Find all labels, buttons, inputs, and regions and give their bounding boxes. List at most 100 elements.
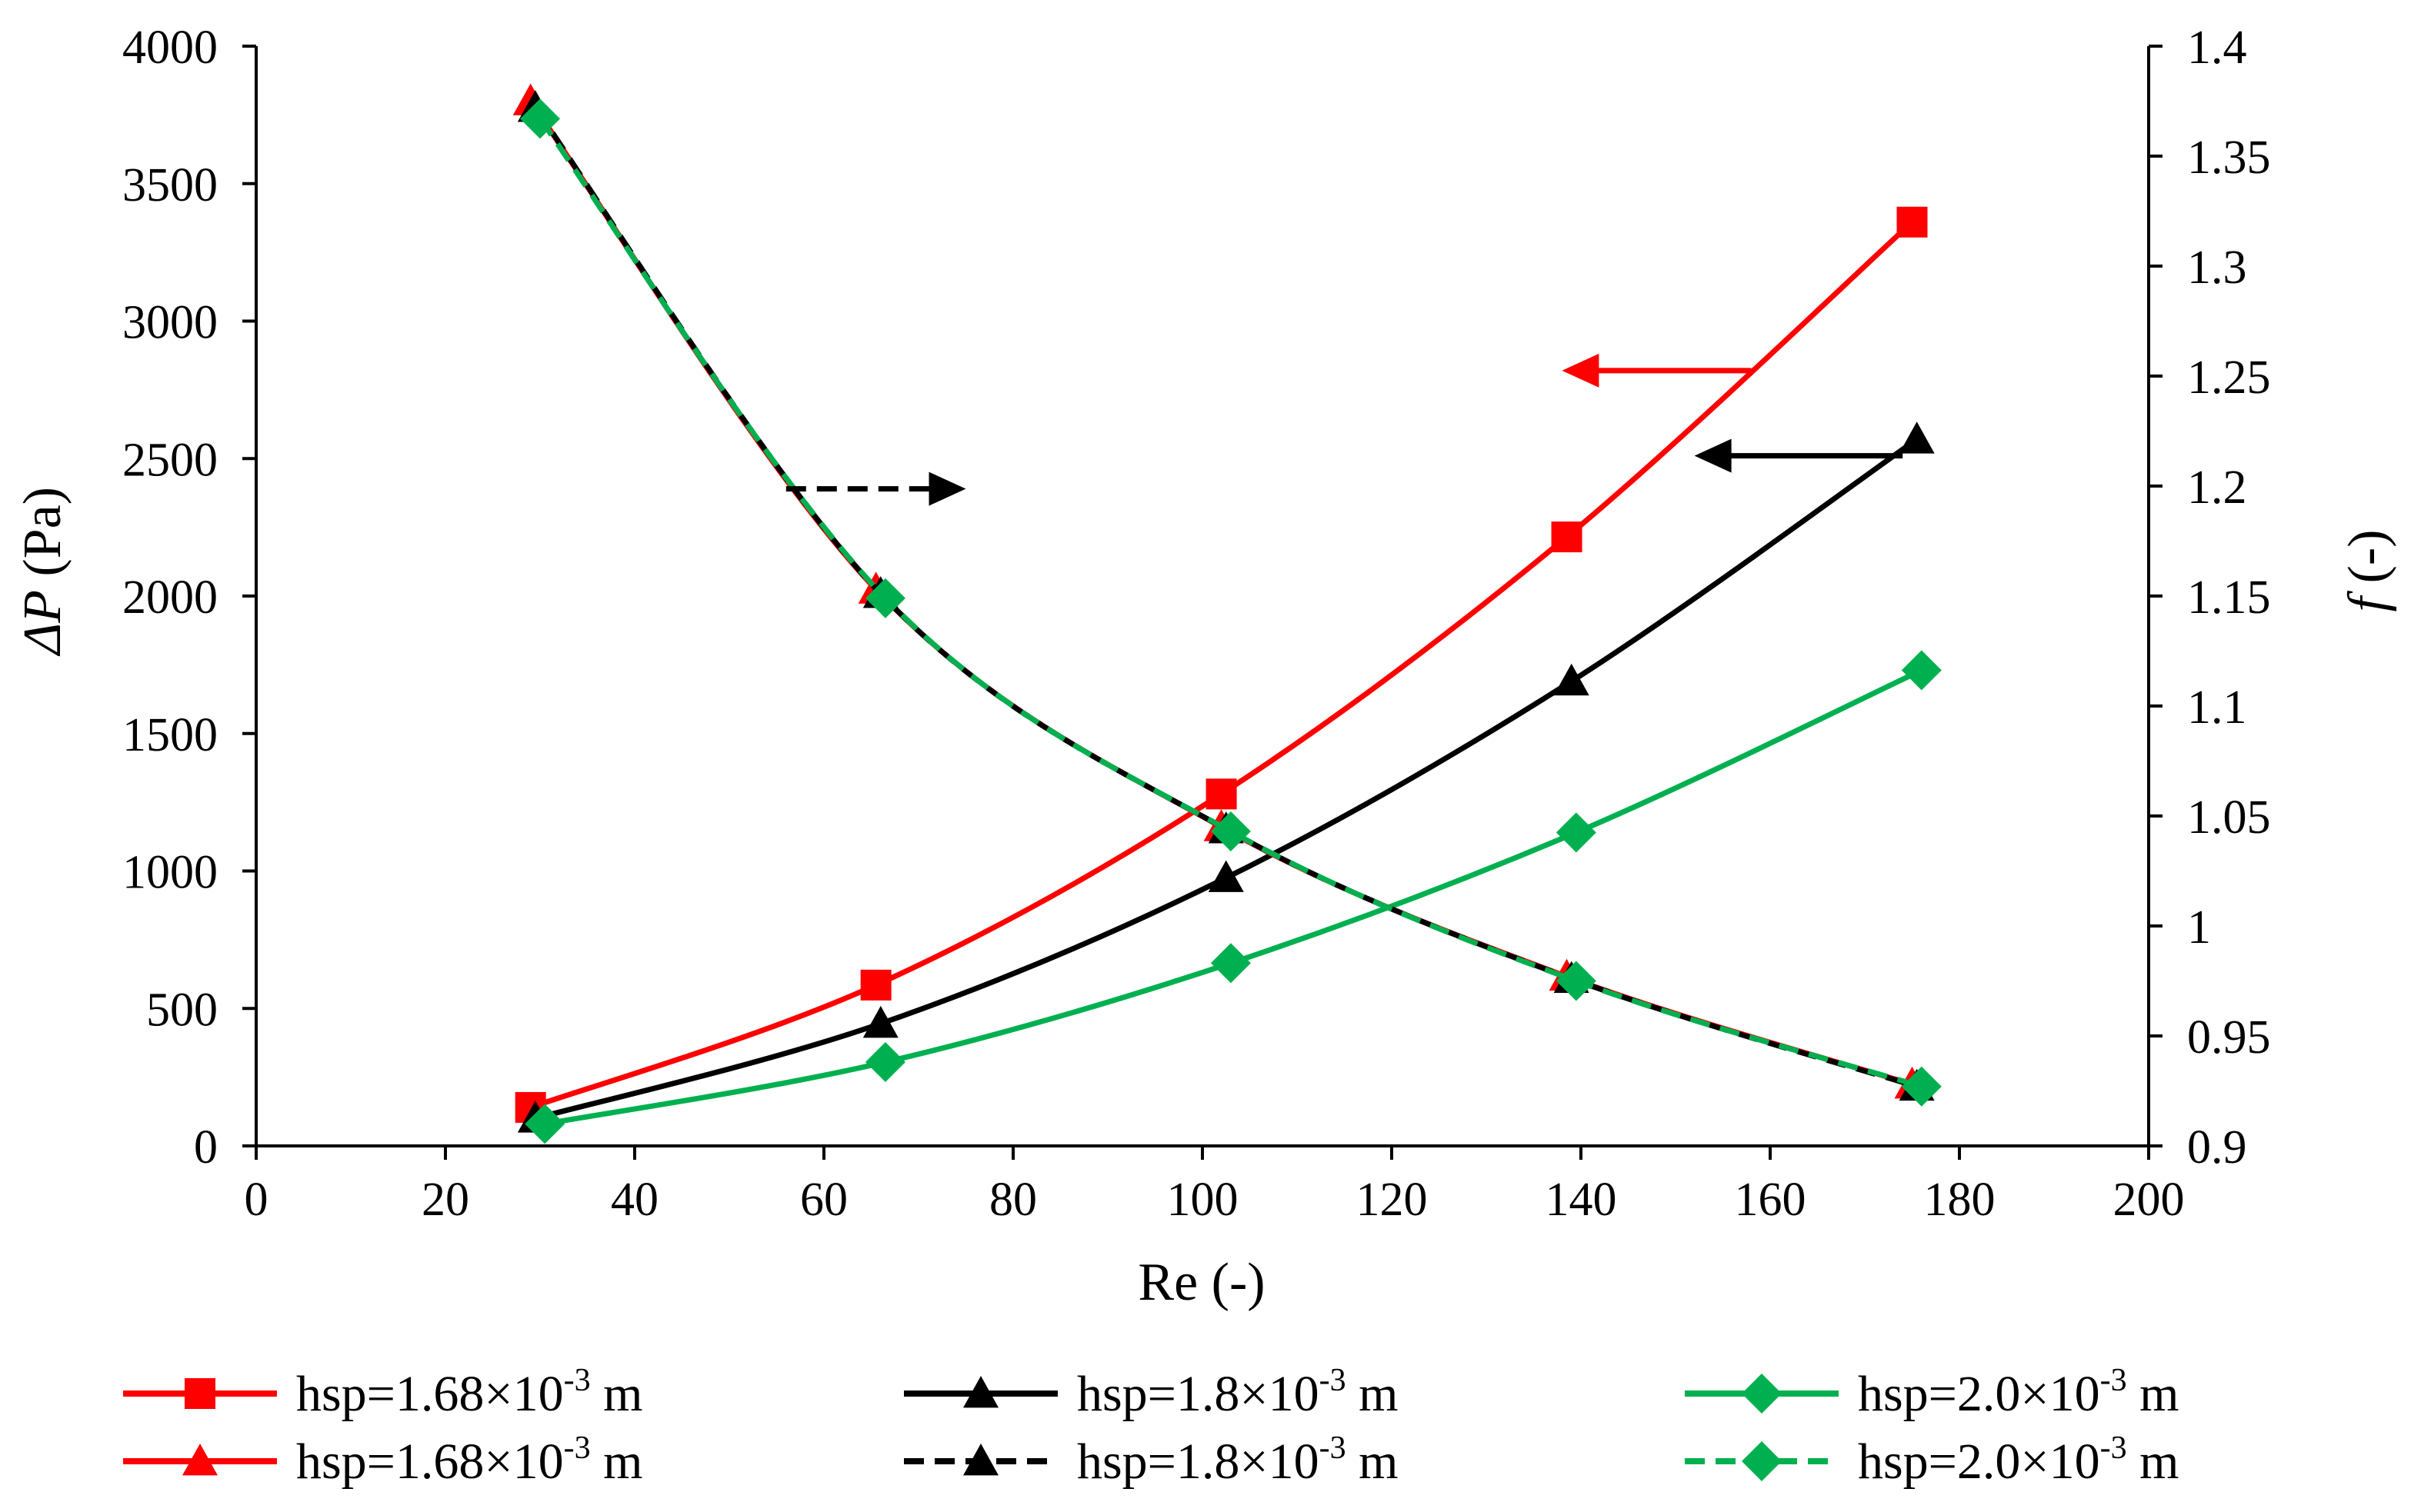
legend-entry-5: hsp=1.8×10-3 m bbox=[904, 1430, 1398, 1490]
y-left-tick-label: 1000 bbox=[122, 847, 218, 899]
series-3-point bbox=[1556, 812, 1596, 853]
series-2-point bbox=[862, 1005, 899, 1038]
series-layer bbox=[512, 83, 1942, 1144]
series-3-line bbox=[544, 668, 1923, 1127]
y-left-tick-label: 500 bbox=[146, 984, 218, 1036]
legend-label-suffix: m bbox=[591, 1434, 643, 1490]
annotation-layer bbox=[785, 353, 1903, 506]
arrow-head bbox=[1562, 353, 1599, 388]
legend-label: hsp=1.8×10-3 m bbox=[1077, 1363, 1398, 1422]
x-tick-label: 0 bbox=[245, 1174, 268, 1226]
legend-marker bbox=[1742, 1441, 1782, 1481]
legend-label-exponent: -3 bbox=[1319, 1430, 1346, 1466]
y-left-tick-label: 3000 bbox=[122, 297, 218, 349]
series-6-point bbox=[520, 98, 560, 139]
y-left-axis-title-unit: (Pa) bbox=[13, 487, 72, 590]
series-1-point bbox=[1551, 521, 1582, 553]
axis-titles: Re (-) ΔP (Pa) f (-) bbox=[13, 487, 2397, 1312]
legend-marker bbox=[963, 1444, 999, 1476]
y-right-tick-label: 1.15 bbox=[2187, 571, 2271, 624]
x-tick-label: 20 bbox=[422, 1174, 469, 1226]
y-left-tick-label: 2000 bbox=[122, 571, 218, 624]
legend-label-exponent: -3 bbox=[2100, 1363, 2127, 1398]
legend-label: hsp=1.68×10-3 m bbox=[296, 1430, 642, 1490]
series-4-right bbox=[512, 83, 1930, 1099]
x-tick-label: 40 bbox=[611, 1174, 659, 1226]
y-right-tick-label: 1.4 bbox=[2187, 22, 2247, 74]
series-6-point bbox=[1556, 961, 1596, 1001]
axes: 0 20 40 60 80 100 120 140 160 180 2000500100015002… bbox=[122, 22, 2271, 1226]
series-3-point bbox=[1901, 650, 1942, 691]
y-right-tick-label: 0.95 bbox=[2187, 1011, 2271, 1064]
arrow-head bbox=[929, 471, 966, 506]
y-left-tick-label: 1500 bbox=[122, 709, 218, 761]
x-tick-label: 160 bbox=[1735, 1174, 1806, 1226]
legend-label: hsp=1.8×10-3 m bbox=[1077, 1430, 1398, 1490]
y-right-tick-label: 1.2 bbox=[2187, 461, 2247, 514]
y-left-tick-label: 2500 bbox=[122, 434, 218, 486]
y-right-tick-label: 0.9 bbox=[2187, 1121, 2247, 1174]
legend: hsp=1.68×10-3 m hsp=1.8×10-3 m hsp=2.0×10-… bbox=[123, 1363, 2179, 1490]
legend-marker bbox=[1742, 1374, 1782, 1414]
arrow-head bbox=[1694, 438, 1732, 473]
x-tick-label: 180 bbox=[1924, 1174, 1996, 1226]
y-right-tick-label: 1.25 bbox=[2187, 351, 2271, 404]
series-3-point bbox=[1210, 943, 1251, 984]
y-right-tick-label: 1.05 bbox=[2187, 791, 2271, 844]
legend-label-prefix: hsp=1.68×10 bbox=[296, 1366, 564, 1422]
y-left-tick-label: 0 bbox=[194, 1121, 218, 1174]
series-1-point bbox=[860, 969, 892, 1001]
legend-label-prefix: hsp=2.0×10 bbox=[1858, 1366, 2100, 1422]
legend-label: hsp=2.0×10-3 m bbox=[1858, 1430, 2179, 1490]
series-2-point bbox=[1899, 421, 1935, 454]
series-1-point bbox=[1896, 206, 1928, 238]
series-6-point bbox=[865, 578, 905, 618]
legend-label-exponent: -3 bbox=[564, 1430, 591, 1466]
x-tick-label: 100 bbox=[1167, 1174, 1239, 1226]
legend-entry-2: hsp=1.8×10-3 m bbox=[904, 1363, 1398, 1422]
x-tick-label: 80 bbox=[989, 1174, 1037, 1226]
series-6-right bbox=[520, 98, 1942, 1107]
x-tick-label: 140 bbox=[1546, 1174, 1617, 1226]
legend-label-prefix: hsp=1.8×10 bbox=[1077, 1366, 1319, 1422]
legend-entry-3: hsp=2.0×10-3 m bbox=[1685, 1363, 2179, 1422]
series-6-point bbox=[1210, 811, 1251, 852]
legend-label-suffix: m bbox=[1346, 1366, 1399, 1422]
series-3-point bbox=[525, 1104, 565, 1144]
series-5-line bbox=[532, 106, 1918, 1090]
y-right-tick-label: 1.3 bbox=[2187, 241, 2247, 294]
y-right-axis-title: f (-) bbox=[2338, 530, 2397, 612]
legend-marker bbox=[185, 1378, 215, 1409]
y-right-tick-label: 1.1 bbox=[2187, 681, 2247, 734]
x-tick-label: 200 bbox=[2113, 1174, 2185, 1226]
y-left-tick-label: 4000 bbox=[122, 22, 218, 74]
series-1-point bbox=[1205, 778, 1237, 810]
series-6-line bbox=[538, 117, 1922, 1090]
annotation-arrow-2 bbox=[1694, 438, 1903, 473]
y-right-axis-title-unit: (-) bbox=[2338, 530, 2397, 597]
legend-label-prefix: hsp=2.0×10 bbox=[1858, 1434, 2100, 1490]
x-axis-title: Re (-) bbox=[1138, 1253, 1265, 1312]
series-1-left bbox=[515, 206, 1928, 1123]
y-left-tick-label: 3500 bbox=[122, 159, 218, 211]
annotation-arrow-1 bbox=[1562, 353, 1752, 388]
series-2-point bbox=[1553, 663, 1589, 696]
legend-label-suffix: m bbox=[2127, 1366, 2179, 1422]
legend-label-suffix: m bbox=[1346, 1434, 1399, 1490]
legend-label: hsp=1.68×10-3 m bbox=[296, 1363, 642, 1422]
y-left-axis-title-symbol: ΔP bbox=[13, 590, 72, 657]
legend-entry-4: hsp=1.68×10-3 m bbox=[123, 1430, 642, 1490]
series-3-point bbox=[865, 1041, 905, 1082]
legend-marker bbox=[963, 1376, 999, 1408]
legend-entry-1: hsp=1.68×10-3 m bbox=[123, 1363, 642, 1422]
series-1-line bbox=[529, 220, 1914, 1111]
legend-label-suffix: m bbox=[2127, 1434, 2179, 1490]
series-2-point bbox=[1208, 860, 1244, 892]
legend-label-exponent: -3 bbox=[2100, 1430, 2127, 1466]
legend-entry-6: hsp=2.0×10-3 m bbox=[1685, 1430, 2179, 1490]
x-tick-label: 120 bbox=[1356, 1174, 1428, 1226]
legend-label-prefix: hsp=1.68×10 bbox=[296, 1434, 564, 1490]
y-right-tick-label: 1.35 bbox=[2187, 132, 2271, 184]
series-3-left bbox=[525, 650, 1942, 1144]
